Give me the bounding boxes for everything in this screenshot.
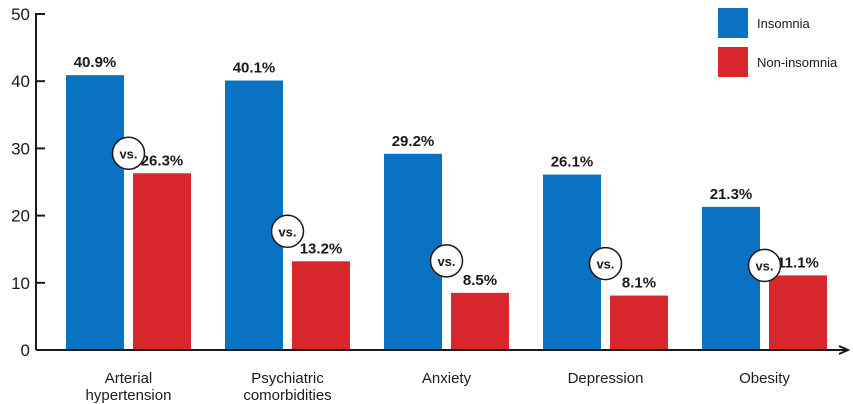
data-label: 11.1% <box>777 254 819 271</box>
vs-badge <box>588 246 623 281</box>
non-insomnia-bar <box>769 275 827 350</box>
vs-badge <box>270 214 305 249</box>
data-label: 8.5% <box>463 272 497 289</box>
data-label: 40.9% <box>74 54 117 71</box>
category-label: Obesity <box>739 370 790 387</box>
category-label: hypertension <box>86 387 172 404</box>
category-label: comorbidities <box>243 387 331 404</box>
data-label: 40.1% <box>233 60 276 77</box>
non-insomnia-bar <box>292 261 350 350</box>
vs-badge <box>111 136 146 171</box>
vs-badge <box>747 248 782 283</box>
legend-swatch <box>718 47 748 77</box>
y-tick-label: 30 <box>11 139 30 158</box>
data-label: 26.1% <box>551 154 594 171</box>
category-label: Psychiatric <box>251 370 324 387</box>
category-label: Depression <box>568 370 644 387</box>
insomnia-bar <box>66 75 124 350</box>
y-tick-label: 40 <box>11 72 30 91</box>
y-tick-label: 0 <box>21 341 30 360</box>
non-insomnia-bar <box>610 295 668 350</box>
category-label: Arterial <box>105 370 153 387</box>
non-insomnia-bar <box>133 173 191 350</box>
data-label: 26.3% <box>141 152 184 169</box>
vs-badge <box>429 244 464 278</box>
vs-badge-label: vs. <box>437 254 455 269</box>
data-label: 8.1% <box>622 275 656 292</box>
legend-swatch <box>718 8 748 38</box>
data-label: 13.2% <box>300 240 343 257</box>
vs-badge-label: vs. <box>278 224 296 239</box>
insomnia-bar <box>384 153 442 350</box>
insomnia-bar <box>702 206 760 350</box>
vs-badge-label: vs. <box>119 146 137 161</box>
vs-badge-label: vs. <box>596 257 614 272</box>
category-label: Anxiety <box>422 370 472 387</box>
insomnia-bar <box>225 80 283 350</box>
x-axis-arrow <box>838 345 851 355</box>
y-tick-label: 10 <box>11 274 30 293</box>
data-label: 21.3% <box>710 186 753 203</box>
legend-label: Non-insomnia <box>757 55 838 70</box>
vs-badge-label: vs. <box>755 258 773 273</box>
legend-label: Insomnia <box>757 16 811 31</box>
y-tick-label: 50 <box>11 5 30 24</box>
y-tick-label: 20 <box>11 207 30 226</box>
data-label: 29.2% <box>392 133 435 150</box>
non-insomnia-bar <box>451 292 509 350</box>
